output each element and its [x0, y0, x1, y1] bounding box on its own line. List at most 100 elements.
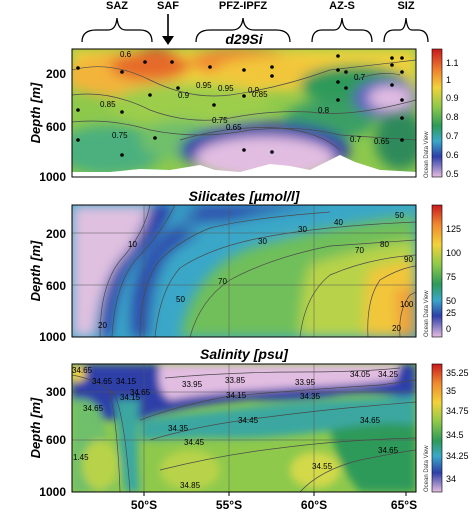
panel2-contour-label: 70	[218, 277, 227, 286]
panel3-xtick: 65°S	[391, 498, 417, 512]
zone-label-saz: SAZ	[106, 0, 128, 12]
brace-az-icon	[311, 17, 373, 43]
arrow-head-icon	[162, 36, 174, 45]
panel3-cbtick: 34.5	[446, 430, 464, 440]
panel2-cbtick: 50	[446, 296, 456, 306]
panel1-contour-label: 0.85	[252, 90, 268, 99]
panel2-contour-label: 20	[98, 321, 107, 330]
panel1-contour-label: 0.75	[112, 131, 128, 140]
panel2-contour-label: 20	[392, 324, 401, 333]
panel1-contour-label: 0.7	[354, 73, 366, 82]
panel3-contour-label: 34.55	[312, 462, 333, 471]
panel1-cbtick: 0.6	[446, 150, 459, 160]
panel2-ytick: 200	[46, 227, 66, 241]
panel3-colorbar	[431, 363, 443, 493]
panel2-contour-label: 70	[355, 246, 364, 255]
panel1-cbtick: 1	[446, 75, 451, 85]
panel1-ylabel: Depth [m]	[28, 82, 43, 143]
panel3-contour-label: 34.15	[226, 391, 247, 400]
panel2-contour-label: 90	[404, 255, 413, 264]
zone-label-pfz-ipfz: PFZ-IPFZ	[219, 0, 268, 12]
panel1-contour-label: 0.65	[226, 123, 242, 132]
panel2-contour-label: 40	[334, 218, 343, 227]
panel1-ytick: 1000	[39, 170, 66, 184]
panel3-contour-label: 34.15	[120, 393, 141, 402]
panel3-ytick: 1000	[39, 485, 66, 499]
panel1-contour-label: 0.8	[318, 106, 330, 115]
panel3-cbtick: 34.75	[446, 406, 469, 416]
panel3-contour-label: 34.65	[130, 388, 151, 397]
panel1-contour-labels: 0.6 0.9 0.95 0.85 0.95 0.9 0.85 0.75 0.6…	[100, 50, 390, 146]
panel3-cbtick: 35	[446, 386, 456, 396]
panel2-contour-label: 10	[128, 240, 137, 249]
panel3-title: Salinity [psu]	[200, 346, 289, 362]
zone-label-saf: SAF	[157, 0, 179, 12]
panel3-contour-label: 34.45	[238, 416, 259, 425]
panel3-contour-label: 33.95	[295, 378, 316, 387]
panel3-heatmap: 34.65 34.15 34.65 34.15 33.95 33.85 33.9…	[72, 364, 416, 492]
panel2-heatmap: 10 20 30 40 50 30 70 50 70 80 90 100 20	[72, 205, 416, 337]
panel1-contour-label: 0.85	[100, 100, 116, 109]
panel2-contour-label: 80	[380, 240, 389, 249]
brace-pfz-icon	[195, 17, 291, 43]
panel3-contour-labels: 34.65 34.15 34.65 34.15 33.95 33.85 33.9…	[72, 366, 399, 490]
panel3-ytick: 300	[46, 385, 66, 399]
panel-d29si: d29Si	[28, 31, 459, 184]
panel2-cbtick: 125	[446, 224, 461, 234]
panel1-contour-label: 0.65	[374, 137, 390, 146]
panel3-ylabel: Depth [m]	[28, 397, 43, 458]
panel3-contour-label: 34.35	[168, 424, 189, 433]
panel3-contour-label: 34.45	[184, 438, 205, 447]
panel2-contour-labels: 10 20 30 40 50 30 70 50 70 80 90 100 20	[98, 211, 414, 333]
panel1-cbtick: 0.7	[446, 131, 459, 141]
panel3-contour-label: 34.65	[92, 377, 113, 386]
panel1-cbtick: 0.8	[446, 112, 459, 122]
panel3-contour-label: 33.95	[182, 380, 203, 389]
panel3-cbtick: 34	[446, 474, 456, 484]
panel1-title: d29Si	[225, 31, 263, 47]
panel1-contour-label: 0.9	[248, 86, 260, 95]
zone-label-siz: SIZ	[397, 0, 414, 12]
panel2-colorbar	[431, 204, 443, 338]
panel3-ytick: 600	[46, 433, 66, 447]
panel3-contour-label: 34.65	[72, 366, 93, 375]
panel1-contour-label: 0.6	[120, 50, 132, 59]
panel3-xaxis: 50°S 55°S 60°S 65°S	[131, 492, 417, 512]
panel1-contour-label: 0.75	[212, 116, 228, 125]
panel2-cbtick: 100	[446, 248, 461, 258]
panel3-xtick: 60°S	[301, 498, 327, 512]
panel3-contour-label: 34.65	[83, 404, 104, 413]
panel2-contour-label: 50	[176, 295, 185, 304]
panel3-contour-label: 34.05	[350, 370, 371, 379]
panel2-ytick: 600	[46, 279, 66, 293]
panel1-cbtick: 0.9	[446, 93, 459, 103]
zone-header: SAZ SAF PFZ-IPFZ AZ-S SIZ	[81, 0, 429, 45]
panel1-colorbar	[431, 48, 443, 178]
panel3-contour-label: 33.85	[225, 376, 246, 385]
panel2-contour-label: 50	[395, 211, 404, 220]
panel1-cbtick: 1.1	[446, 58, 459, 68]
panel2-contour-label: 30	[298, 225, 307, 234]
panel2-cbtick: 0	[446, 324, 451, 334]
panel1-ytick: 600	[46, 120, 66, 134]
panel3-contour-label: 34.65	[378, 446, 399, 455]
panel1-ytick: 200	[46, 67, 66, 81]
panel1-cbtick: 0.5	[446, 169, 459, 179]
panel2-contour-label: 100	[400, 300, 414, 309]
panel1-contour-label: 0.95	[196, 81, 212, 90]
panel3-contour-label: 34.65	[360, 416, 381, 425]
zone-label-az-s: AZ-S	[329, 0, 355, 12]
panel3-xtick: 50°S	[131, 498, 157, 512]
panel2-cbtick: 25	[446, 308, 456, 318]
panel3-xtick: 55°S	[216, 498, 242, 512]
panel1-contour-label: 0.95	[218, 84, 234, 93]
panel1-contour-label: 0.9	[178, 91, 190, 100]
panel-salinity: Salinity [psu]	[28, 346, 469, 512]
panel3-contour-label: 34.35	[300, 392, 321, 401]
panel3-cbtick: 34.25	[446, 451, 469, 461]
brace-saz-icon	[81, 17, 153, 43]
panel2-title: Silicates [µmol/l]	[189, 188, 301, 204]
panel1-heatmap: 0.6 0.9 0.95 0.85 0.95 0.9 0.85 0.75 0.6…	[72, 49, 416, 177]
panel2-watermark: Ocean Data View	[424, 290, 430, 337]
